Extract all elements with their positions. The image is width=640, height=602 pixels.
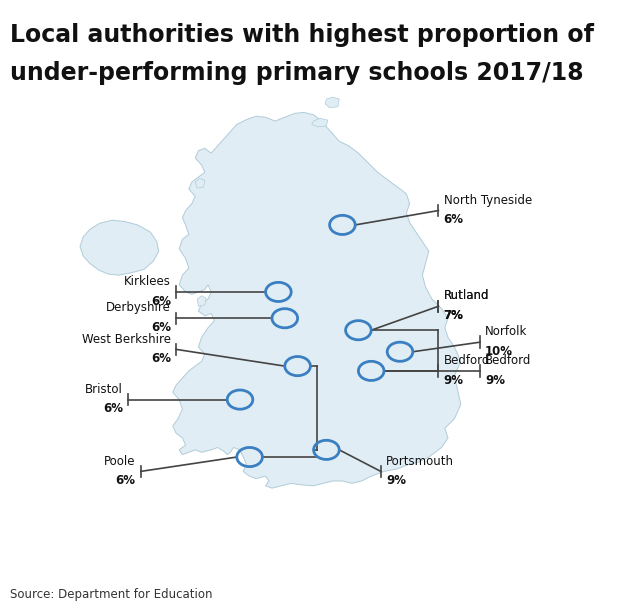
Text: 9%: 9% <box>444 374 463 386</box>
Text: 6%: 6% <box>116 474 136 487</box>
Text: 7%: 7% <box>444 309 463 322</box>
Polygon shape <box>173 113 461 488</box>
Text: Portsmouth: Portsmouth <box>386 455 454 468</box>
Text: Norfolk: Norfolk <box>485 325 527 338</box>
Text: 10%: 10% <box>485 345 513 358</box>
Text: 6%: 6% <box>151 295 171 308</box>
Text: Kirklees: Kirklees <box>124 275 171 288</box>
Text: Bristol: Bristol <box>85 383 123 396</box>
Text: North Tyneside: North Tyneside <box>444 194 532 206</box>
Text: Poole: Poole <box>104 455 136 468</box>
Polygon shape <box>195 179 205 188</box>
Text: West Berkshire: West Berkshire <box>82 332 171 346</box>
Text: under-performing primary schools 2017/18: under-performing primary schools 2017/18 <box>10 61 583 85</box>
Text: 6%: 6% <box>151 321 171 334</box>
Polygon shape <box>325 97 339 108</box>
Text: 6%: 6% <box>103 403 123 415</box>
Text: Derbyshire: Derbyshire <box>106 302 171 314</box>
Polygon shape <box>197 296 206 306</box>
Text: 6%: 6% <box>444 214 463 226</box>
Text: 9%: 9% <box>386 474 406 487</box>
Polygon shape <box>312 118 328 127</box>
Text: Local authorities with highest proportion of: Local authorities with highest proportio… <box>10 23 594 48</box>
Text: 9%: 9% <box>485 374 505 386</box>
Text: 7%: 7% <box>444 309 463 322</box>
Text: Bedford: Bedford <box>485 354 531 367</box>
Text: 6%: 6% <box>151 352 171 365</box>
Text: PA: PA <box>579 571 609 591</box>
Text: Rutland: Rutland <box>444 290 489 302</box>
Text: Bedford: Bedford <box>444 354 490 367</box>
Text: Rutland: Rutland <box>444 290 489 302</box>
Text: Source: Department for Education: Source: Department for Education <box>10 588 212 601</box>
Polygon shape <box>80 220 159 275</box>
